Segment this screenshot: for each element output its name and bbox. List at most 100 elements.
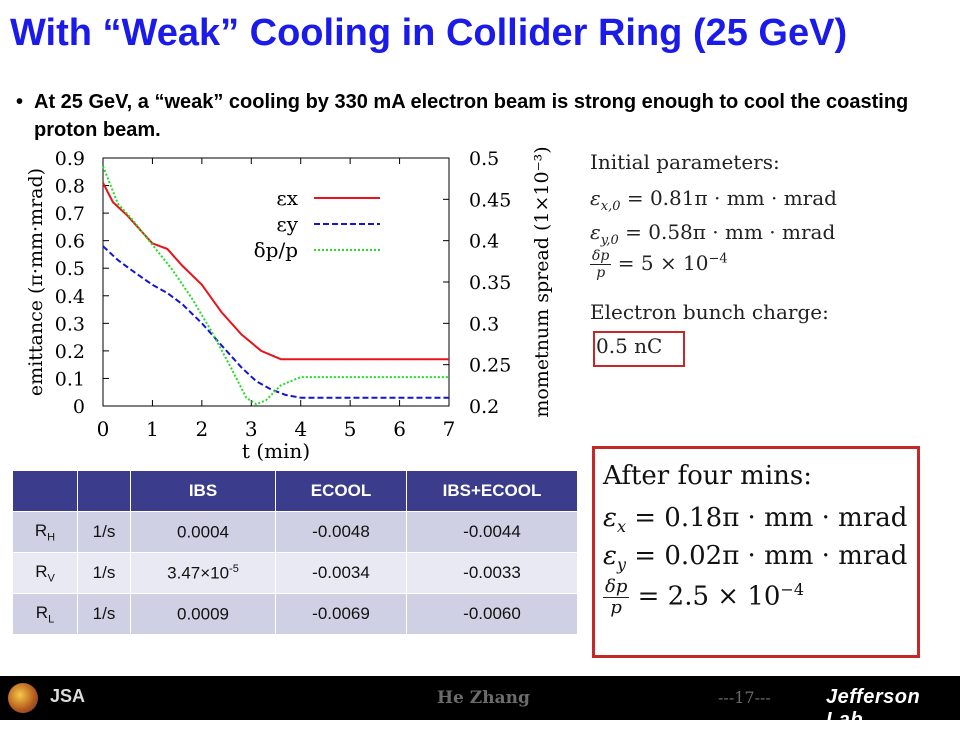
bullet-point: • At 25 GeV, a “weak” cooling by 330 mA …	[16, 88, 951, 144]
param-dp-num: δp	[590, 248, 612, 265]
after-ey-symbol: ε	[603, 541, 617, 571]
param-ex0: εx,0 = 0.81π · mm · mrad	[590, 186, 837, 214]
y-tick-label: 0.1	[55, 368, 85, 390]
param-dp-value: = 5 × 10	[611, 251, 709, 275]
footer-author: He Zhang	[437, 688, 530, 708]
x-tick-label: 0	[97, 417, 110, 441]
after-ex-value: = 0.18π · mm · mrad	[625, 503, 908, 533]
rate-ibs-value: 0.0009	[177, 604, 229, 624]
table-row: RL 1/s 0.0009 -0.0069 -0.0060	[12, 593, 578, 635]
slide-title: With “Weak” Cooling in Collider Ring (25…	[10, 12, 848, 54]
legend-label: εx	[276, 186, 298, 210]
x-tick-label: 4	[294, 417, 307, 441]
y2-tick-label: 0.3	[469, 313, 499, 335]
y2-tick-label: 0.2	[469, 396, 499, 418]
y-tick-label: 0.2	[55, 341, 85, 363]
y-tick-label: 0.3	[55, 313, 85, 335]
table-header-cell	[12, 470, 78, 512]
x-tick-label: 6	[393, 417, 406, 441]
param-dp: δp p = 5 × 10−4	[590, 248, 728, 281]
param-ey0-symbol: ε	[590, 220, 601, 244]
after-ey: εy = 0.02π · mm · mrad	[603, 541, 907, 574]
y-tick-label: 0.8	[55, 176, 85, 198]
jsa-logo: JSA	[50, 686, 86, 706]
param-ex0-symbol: ε	[590, 186, 601, 210]
x-tick-label: 3	[245, 417, 258, 441]
bullet-marker: •	[16, 91, 24, 113]
after-heading: After four mins:	[603, 461, 813, 491]
after-dp: δp p = 2.5 × 10−4	[603, 577, 804, 618]
series-line	[102, 182, 449, 361]
params-heading: Initial parameters:	[590, 150, 780, 174]
rate-symbol-sub: V	[47, 572, 55, 585]
table-header-row: IBS ECOOL IBS+ECOOL	[12, 470, 578, 512]
charge-label: Electron bunch charge:	[590, 300, 829, 324]
rate-symbol-sub: L	[48, 613, 55, 626]
y-tick-label: 0	[73, 396, 85, 418]
after-dp-fraction: δp p	[603, 576, 630, 618]
rate-symbol-text: R	[35, 561, 48, 581]
emittance-chart: 0 1 2 3 4 5 6 7 0 0.1 0.2 0.3 0.4 0.5 0.6 0.7 0.8 0.9 0.2 0…	[25, 146, 553, 463]
bullet-text: At 25 GeV, a “weak” cooling by 330 mA el…	[34, 91, 909, 141]
param-ex0-value: = 0.81π · mm · mrad	[620, 186, 837, 210]
rate-ecool: -0.0069	[275, 593, 407, 635]
param-dp-fraction: δp p	[590, 248, 612, 281]
after-ey-sub: y	[616, 555, 626, 575]
after-four-mins-box: After four mins: εx = 0.18π · mm · mrad …	[592, 446, 920, 658]
y-tick-label: 0.5	[55, 258, 85, 280]
param-dp-exp: −4	[708, 251, 728, 267]
after-dp-num: δp	[603, 576, 630, 598]
jefferson-lab-logo: Jefferson Lab	[826, 686, 921, 731]
rate-unit: 1/s	[77, 511, 131, 553]
table-header-ibs: IBS	[130, 470, 276, 512]
after-dp-value: = 2.5 × 10	[629, 581, 781, 612]
rate-total: -0.0044	[406, 511, 578, 553]
after-dp-exp: −4	[780, 579, 805, 599]
param-dp-den: p	[596, 265, 606, 281]
rate-symbol-text: R	[35, 602, 49, 622]
rate-symbol: RL	[12, 593, 78, 635]
table-row: RV 1/s 3.47×10-5 -0.0034 -0.0033	[12, 552, 578, 594]
rate-ibs-value: 3.47×10	[167, 563, 230, 583]
footer-bar: He Zhang ---17--- Jefferson Lab	[0, 676, 960, 731]
y2-tick-label: 0.35	[469, 272, 511, 294]
rate-symbol-sub: H	[47, 531, 56, 544]
y2-tick-label: 0.5	[469, 148, 499, 170]
rate-ibs-value: 0.0004	[177, 522, 229, 542]
y2-tick-label: 0.45	[469, 189, 511, 211]
y2-tick-label: 0.25	[469, 355, 511, 377]
y-tick-label: 0.4	[55, 286, 85, 308]
rate-ecool: -0.0034	[275, 552, 407, 594]
x-tick-label: 1	[146, 417, 159, 441]
after-ey-value: = 0.02π · mm · mrad	[626, 541, 908, 571]
rate-ibs-exp: -5	[229, 562, 239, 575]
table-header-ecool: ECOOL	[275, 470, 407, 512]
table-header-ibs-ecool: IBS+ECOOL	[406, 470, 578, 512]
after-dp-den: p	[610, 597, 622, 618]
rate-symbol-text: R	[34, 520, 48, 540]
x-tick-label: 7	[443, 417, 456, 441]
rate-ibs: 0.0004	[130, 511, 276, 553]
doe-seal-logo	[8, 683, 38, 713]
y2-tick-label: 0.4	[469, 231, 499, 253]
after-ex-symbol: ε	[603, 503, 617, 533]
legend-label: δp/p	[254, 238, 298, 262]
rate-unit: 1/s	[77, 593, 131, 635]
ibs-rates-table: IBS ECOOL IBS+ECOOL RH 1/s 0.0004 -0.004…	[12, 470, 578, 635]
title-bar: With “Weak” Cooling in Collider Ring (25…	[0, 0, 960, 78]
rate-total: -0.0033	[406, 552, 578, 594]
table-row: RH 1/s 0.0004 -0.0048 -0.0044	[12, 511, 578, 553]
legend-label: εy	[276, 212, 298, 236]
footer-page-number: ---17---	[718, 688, 771, 707]
y2-axis-label: mometnum spread (1×10⁻³)	[531, 146, 553, 417]
series-line	[102, 165, 449, 406]
y-tick-label: 0.9	[55, 148, 85, 170]
param-ey0-value: = 0.58π · mm · mrad	[618, 220, 836, 244]
after-ex: εx = 0.18π · mm · mrad	[603, 503, 907, 536]
param-ey0-sub: y,0	[600, 233, 619, 248]
y-tick-label: 0.6	[55, 231, 85, 253]
rate-symbol: RV	[12, 552, 78, 594]
table-header-cell	[77, 470, 131, 512]
x-tick-label: 5	[344, 417, 357, 441]
param-ex0-sub: x,0	[600, 199, 621, 214]
